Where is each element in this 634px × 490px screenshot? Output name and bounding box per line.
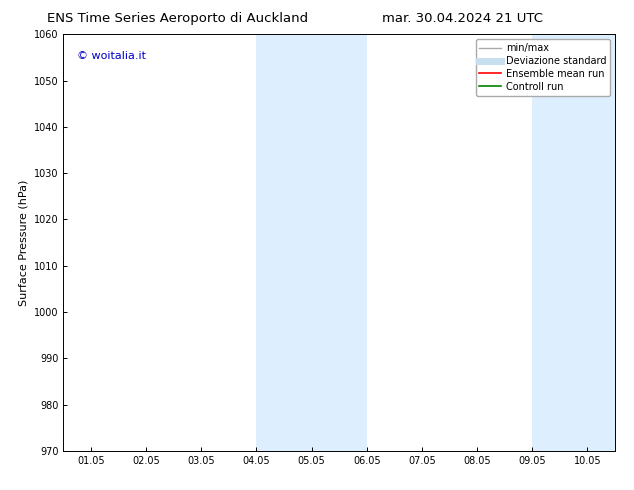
Legend: min/max, Deviazione standard, Ensemble mean run, Controll run: min/max, Deviazione standard, Ensemble m… [476,39,610,96]
Text: ENS Time Series Aeroporto di Auckland: ENS Time Series Aeroporto di Auckland [47,12,308,25]
Bar [533,34,615,451]
Bar [256,34,367,451]
Text: mar. 30.04.2024 21 UTC: mar. 30.04.2024 21 UTC [382,12,543,25]
Y-axis label: Surface Pressure (hPa): Surface Pressure (hPa) [18,179,29,306]
Text: © woitalia.it: © woitalia.it [77,51,146,61]
